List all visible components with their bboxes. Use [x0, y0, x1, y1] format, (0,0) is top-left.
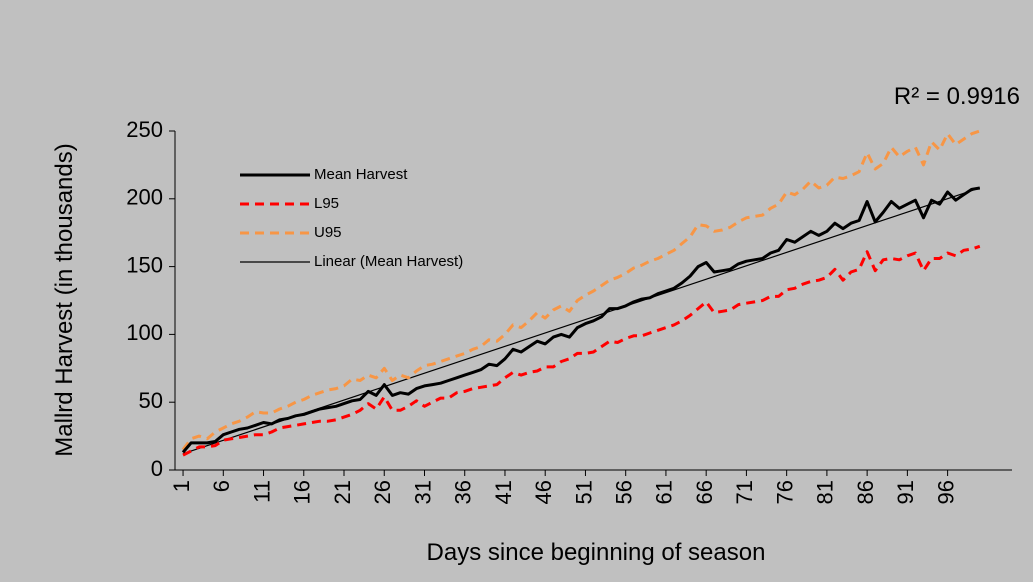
y-tick-label: 250 [126, 117, 163, 142]
x-tick-label: 71 [732, 480, 757, 504]
x-tick-label: 61 [652, 480, 677, 504]
x-tick-label: 41 [491, 480, 516, 504]
y-axis-title: Mallrd Harvest (in thousands) [51, 143, 78, 456]
x-tick-label: 86 [853, 480, 878, 504]
y-tick-label: 100 [126, 320, 163, 345]
series-line [181, 186, 981, 454]
series-line [182, 244, 981, 457]
legend-label: Mean Harvest [314, 166, 408, 183]
x-tick-label: 36 [451, 480, 476, 504]
x-axis-title: Days since beginning of season [427, 539, 766, 566]
x-tick-label: 6 [209, 480, 234, 492]
y-tick-label: 150 [126, 252, 163, 277]
x-tick-label: 31 [410, 480, 435, 504]
x-tick-label: 16 [290, 480, 315, 504]
x-tick-label: 11 [249, 480, 274, 503]
r-squared: R² = 0.9916 [894, 83, 1020, 110]
x-tick-label: 46 [531, 480, 556, 504]
series-line [181, 129, 981, 451]
x-tick-label: 76 [772, 480, 797, 504]
y-tick-label: 50 [139, 388, 163, 413]
x-tick-label: 56 [612, 480, 637, 504]
legend-label: L95 [314, 195, 339, 212]
y-tick-label: 0 [151, 456, 163, 481]
x-tick-label: 66 [692, 480, 717, 504]
x-tick-label: 51 [571, 480, 596, 504]
x-tick-label: 21 [330, 480, 355, 504]
x-tick-label: 81 [813, 480, 838, 504]
legend-label: Linear (Mean Harvest) [314, 253, 463, 270]
y-tick-label: 200 [126, 185, 163, 210]
x-tick-label: 26 [370, 480, 395, 504]
x-tick-label: 91 [893, 480, 918, 504]
x-tick-label: 96 [933, 480, 958, 504]
x-tick-label: 1 [169, 480, 194, 492]
legend-label: U95 [314, 224, 342, 241]
